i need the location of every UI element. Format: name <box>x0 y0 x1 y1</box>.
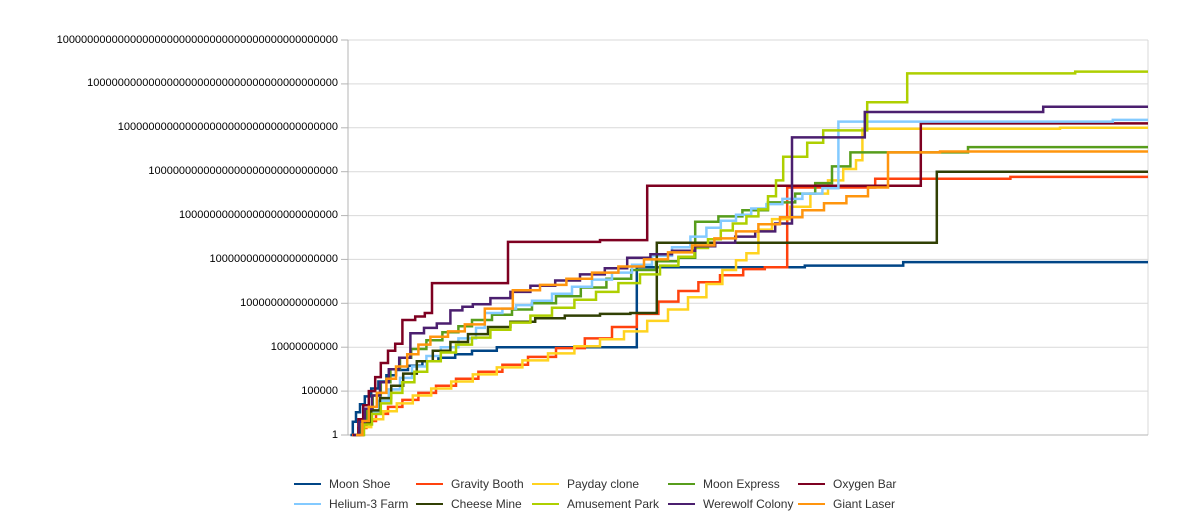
legend-label: Giant Laser <box>833 496 896 511</box>
legend-item-gravity-booth: Gravity Booth <box>416 476 524 491</box>
legend-swatch <box>532 482 559 485</box>
legend-swatch <box>416 502 443 505</box>
series-line-moon-express <box>354 145 1148 437</box>
series-line-giant-laser <box>356 150 1148 437</box>
legend-item-werewolf-colony: Werewolf Colony <box>668 496 794 511</box>
legend-label: Werewolf Colony <box>703 496 794 511</box>
legend-label: Moon Shoe <box>329 476 391 491</box>
y-axis-label: 10000000000 <box>270 340 338 353</box>
legend-swatch <box>416 482 443 485</box>
y-axis-label: 1 <box>331 428 338 441</box>
legend-item-giant-laser: Giant Laser <box>798 496 896 511</box>
y-axis-label: 100000000000000000000000000000000000 <box>117 121 338 134</box>
legend-label: Cheese Mine <box>451 496 522 511</box>
legend-item-moon-express: Moon Express <box>668 476 780 491</box>
legend-item-moon-shoe: Moon Shoe <box>294 476 391 491</box>
legend-swatch <box>668 482 695 485</box>
y-axis-label: 100000 <box>301 384 338 397</box>
series-line-gravity-booth <box>352 175 1148 437</box>
y-axis-label: 1000000000000000000000000000000 <box>148 165 338 178</box>
y-axis-label: 1000000000000000 <box>240 296 338 309</box>
y-axis-label: 1000000000000000000000000000000000000000… <box>87 77 338 90</box>
legend-swatch <box>294 482 321 485</box>
series-line-cheese-mine <box>356 170 1148 437</box>
legend-label: Payday clone <box>567 476 640 491</box>
y-axis-label: 100000000000000000000 <box>209 252 338 265</box>
series-line-werewolf-colony <box>354 105 1148 437</box>
legend-swatch <box>798 502 825 505</box>
legend-label: Helium-3 Farm <box>329 496 409 511</box>
series-line-oxygen-bar <box>352 122 1148 437</box>
series-line-payday-clone <box>352 126 1148 437</box>
legend-swatch <box>532 502 559 505</box>
y-axis-label: 1000000000000000000000000000000000000000… <box>56 33 338 46</box>
legend-label: Oxygen Bar <box>833 476 897 491</box>
legend-item-payday-clone: Payday clone <box>532 476 640 491</box>
legend-label: Amusement Park <box>567 496 660 511</box>
legend-item-cheese-mine: Cheese Mine <box>416 496 522 511</box>
legend-item-amusement-park: Amusement Park <box>532 496 660 511</box>
y-axis-label: 10000000000000000000000000 <box>178 209 338 222</box>
series-line-moon-shoe <box>350 260 1148 437</box>
legend-swatch <box>668 502 695 505</box>
series-line-helium-3-farm <box>355 118 1148 437</box>
legend-label: Gravity Booth <box>451 476 524 491</box>
legend-swatch <box>798 482 825 485</box>
legend-swatch <box>294 502 321 505</box>
legend-label: Moon Express <box>703 476 780 491</box>
series-line-amusement-park <box>356 70 1148 437</box>
legend-item-oxygen-bar: Oxygen Bar <box>798 476 897 491</box>
legend-item-helium-3-farm: Helium-3 Farm <box>294 496 409 511</box>
